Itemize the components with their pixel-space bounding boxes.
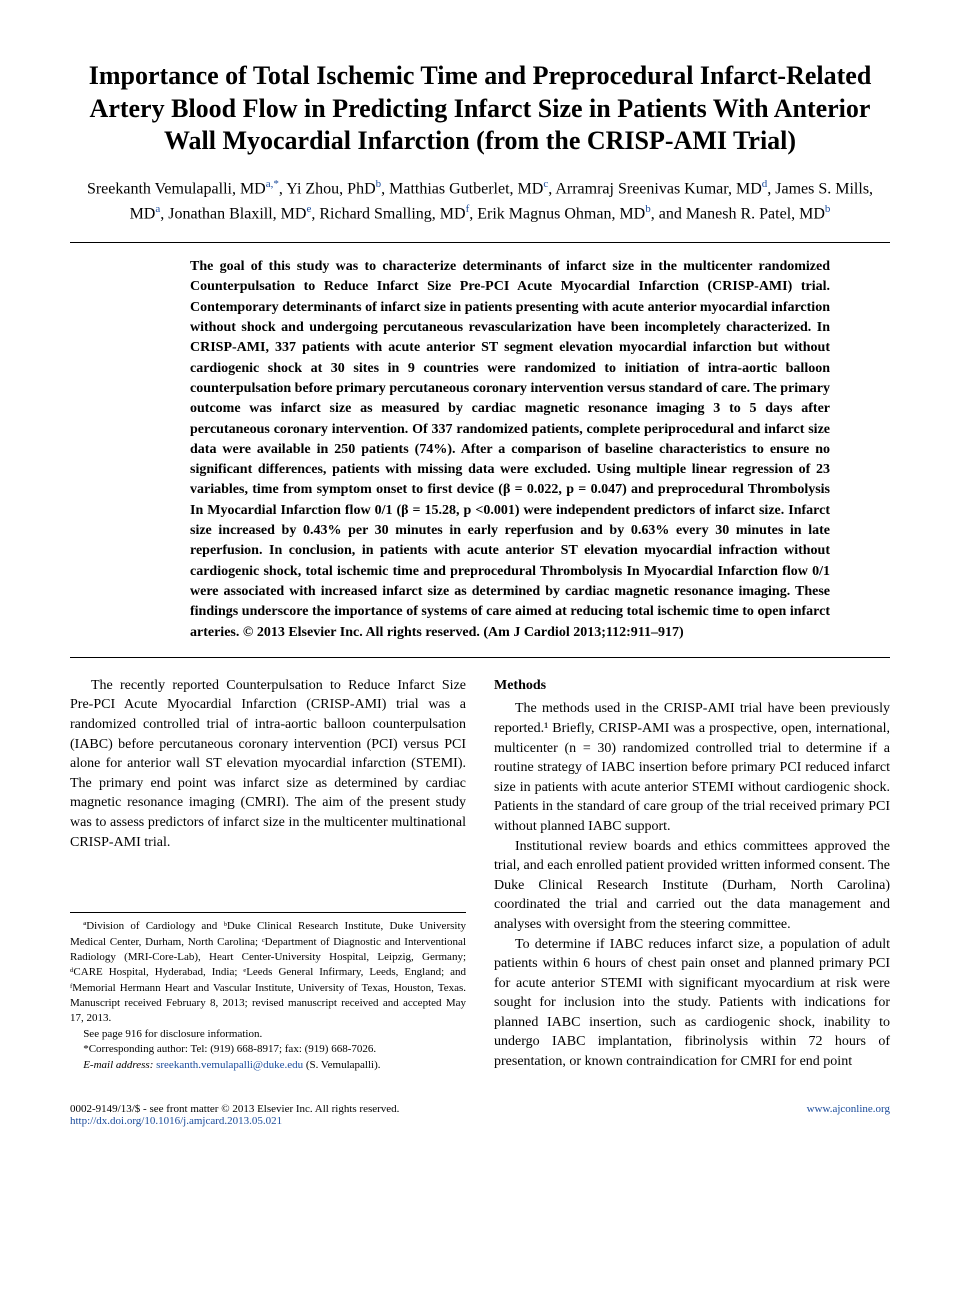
article-title: Importance of Total Ischemic Time and Pr… <box>70 60 890 158</box>
methods-paragraph-1: The methods used in the CRISP-AMI trial … <box>494 699 890 836</box>
doi-link[interactable]: http://dx.doi.org/10.1016/j.amjcard.2013… <box>70 1115 282 1127</box>
email-line: E-mail address: sreekanth.vemulapalli@du… <box>70 1058 466 1073</box>
corresponding-author: *Corresponding author: Tel: (919) 668-89… <box>70 1042 466 1057</box>
footer-right: www.ajconline.org <box>807 1103 890 1127</box>
email-label: E-mail address: <box>83 1059 156 1071</box>
left-column: The recently reported Counterpulsation t… <box>70 676 466 1073</box>
journal-url-link[interactable]: www.ajconline.org <box>807 1103 890 1115</box>
footnotes-block: ªDivision of Cardiology and ᵇDuke Clinic… <box>70 912 466 1073</box>
methods-paragraph-3: To determine if IABC reduces infarct siz… <box>494 935 890 1072</box>
footer-left: 0002-9149/13/$ - see front matter © 2013… <box>70 1103 399 1127</box>
email-suffix: (S. Vemulapalli). <box>303 1059 380 1071</box>
page-footer: 0002-9149/13/$ - see front matter © 2013… <box>70 1103 890 1127</box>
methods-paragraph-2: Institutional review boards and ethics c… <box>494 837 890 935</box>
disclosure-note: See page 916 for disclosure information. <box>70 1027 466 1042</box>
rule-top <box>70 242 890 243</box>
copyright-line: 0002-9149/13/$ - see front matter © 2013… <box>70 1103 399 1115</box>
intro-paragraph: The recently reported Counterpulsation t… <box>70 676 466 852</box>
author-list: Sreekanth Vemulapalli, MDa,*, Yi Zhou, P… <box>70 176 890 227</box>
email-link[interactable]: sreekanth.vemulapalli@duke.edu <box>156 1059 303 1071</box>
rule-bottom <box>70 657 890 658</box>
abstract-text: The goal of this study was to characteri… <box>70 253 890 647</box>
body-columns: The recently reported Counterpulsation t… <box>70 676 890 1073</box>
right-column: Methods The methods used in the CRISP-AM… <box>494 676 890 1073</box>
methods-heading: Methods <box>494 676 890 696</box>
affiliations-text: ªDivision of Cardiology and ᵇDuke Clinic… <box>70 919 466 1027</box>
